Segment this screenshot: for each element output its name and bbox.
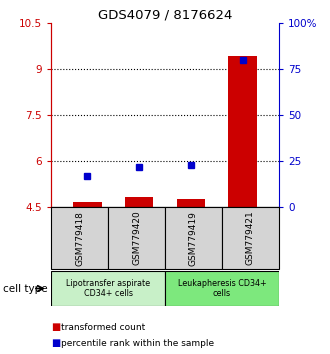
Bar [222, 207, 279, 269]
Bar [228, 56, 257, 207]
Text: Lipotransfer aspirate
CD34+ cells: Lipotransfer aspirate CD34+ cells [66, 279, 150, 298]
Text: GSM779419: GSM779419 [189, 211, 198, 266]
Bar [177, 199, 205, 207]
Text: percentile rank within the sample: percentile rank within the sample [61, 339, 214, 348]
Bar [51, 271, 165, 306]
Bar [73, 202, 102, 207]
Text: ■: ■ [51, 338, 60, 348]
Bar [125, 197, 153, 207]
Bar [108, 207, 165, 269]
Text: GSM779418: GSM779418 [75, 211, 84, 266]
Text: cell type: cell type [3, 284, 48, 293]
Bar [51, 207, 108, 269]
Bar [165, 271, 279, 306]
Text: GSM779421: GSM779421 [246, 211, 255, 266]
Text: GSM779420: GSM779420 [132, 211, 141, 266]
Text: transformed count: transformed count [61, 323, 145, 332]
Bar [165, 207, 222, 269]
Text: ■: ■ [51, 322, 60, 332]
Title: GDS4079 / 8176624: GDS4079 / 8176624 [98, 9, 232, 22]
Text: Leukapheresis CD34+
cells: Leukapheresis CD34+ cells [178, 279, 266, 298]
